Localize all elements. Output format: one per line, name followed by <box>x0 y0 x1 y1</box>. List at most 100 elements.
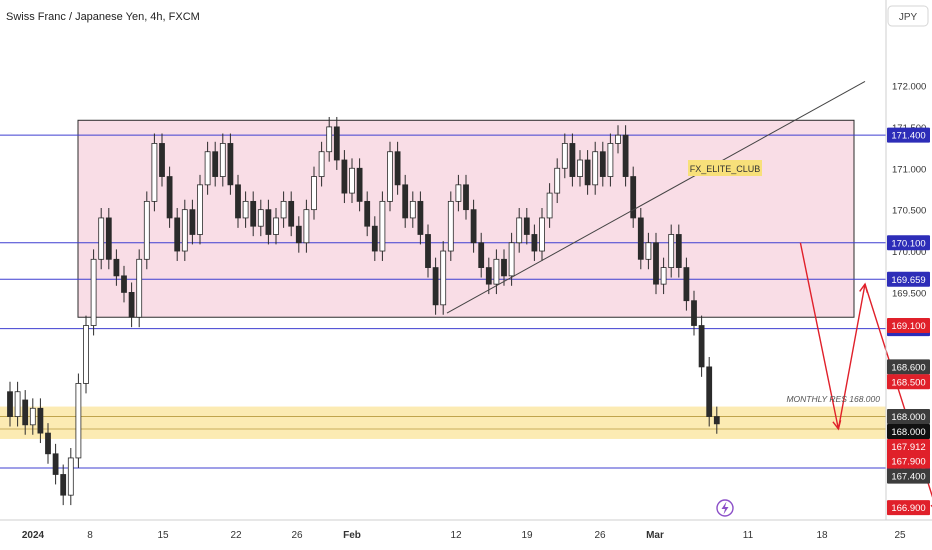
candle-body <box>37 407 44 434</box>
candle-body <box>90 258 97 326</box>
candle-body <box>379 200 386 252</box>
currency-button[interactable]: JPY <box>887 5 929 27</box>
x-axis: 2024 8 15 22 26 Feb 12 19 26 Mar 11 18 25 <box>22 530 906 541</box>
projection-layer <box>799 242 932 508</box>
candle-body <box>204 151 211 186</box>
projection-path <box>799 242 932 498</box>
x-tick-label: 25 <box>894 530 906 541</box>
candle-body <box>318 151 325 177</box>
candle-body <box>561 143 568 169</box>
candle-body <box>257 209 264 227</box>
price-badge-label: 166.900 <box>891 503 925 514</box>
candle-body <box>668 234 675 268</box>
candle-body <box>523 217 530 235</box>
level-badge <box>887 271 930 287</box>
currency-button-frame[interactable] <box>887 5 929 27</box>
y-tick-label: 172.000 <box>892 82 926 93</box>
price-badge-label: 167.912 <box>891 442 925 453</box>
candle-body <box>227 143 234 186</box>
candle-body <box>455 184 462 202</box>
projection-arrowhead <box>859 282 869 294</box>
candle-body <box>394 151 401 186</box>
candles-layer <box>7 116 720 506</box>
candle-body <box>402 184 409 219</box>
candle-body <box>75 383 82 459</box>
price-badge-label: 168.000 <box>891 412 925 423</box>
level-badge-label: 169.659 <box>891 275 925 286</box>
annotations-layer: FX_ELITE_CLUB MONTHLY RES 168.000 <box>688 160 880 404</box>
candle-body <box>622 134 629 177</box>
chart-title: Swiss Franc / Japanese Yen, 4h, FXCM <box>6 11 200 23</box>
candle-body <box>14 391 21 417</box>
candle-body <box>463 184 469 211</box>
price-badge <box>887 468 930 484</box>
trendline-layer <box>446 80 866 314</box>
y-tick-label: 170.500 <box>892 206 926 217</box>
currency-label[interactable]: JPY <box>899 12 918 23</box>
x-tick-label: 15 <box>157 530 169 541</box>
y-tick-label: 171.000 <box>892 164 926 175</box>
candle-body <box>280 200 287 219</box>
level-badge-label: 170.100 <box>891 238 925 249</box>
candle-body <box>440 250 447 306</box>
candle-body <box>485 267 492 285</box>
support-zone <box>0 406 886 439</box>
candle-body <box>706 366 713 417</box>
candle-body <box>212 151 219 177</box>
x-tick-label: 26 <box>291 530 303 541</box>
candle-body <box>569 143 576 177</box>
candle-body <box>121 275 127 293</box>
flash-icon[interactable] <box>721 501 729 515</box>
flash-button[interactable] <box>716 499 734 517</box>
candle-body <box>219 143 226 177</box>
candle-body <box>546 192 553 219</box>
candle-body <box>60 474 67 496</box>
candle-body <box>105 217 112 260</box>
x-tick-label: 11 <box>743 530 754 541</box>
candle-body <box>417 200 424 235</box>
x-tick-label: Feb <box>343 530 361 541</box>
candle-body <box>113 258 120 277</box>
candle-body <box>691 300 697 326</box>
candle-body <box>493 258 500 285</box>
price-badge-label: 168.000 <box>891 427 925 438</box>
candle-body <box>98 217 105 260</box>
candle-body <box>683 267 690 302</box>
candle-body <box>531 234 538 252</box>
watermark-label: FX_ELITE_CLUB <box>690 164 761 174</box>
x-tick-label: 8 <box>87 530 93 541</box>
candle-body <box>128 292 135 318</box>
y-tick-label: 170.000 <box>892 247 926 258</box>
candle-body <box>22 399 29 426</box>
candle-body <box>83 325 89 384</box>
x-tick-label: 18 <box>816 530 828 541</box>
candle-body <box>516 217 523 244</box>
candle-body <box>630 176 637 219</box>
candle-body <box>675 234 682 268</box>
price-badge-label: 167.900 <box>891 457 925 468</box>
candle-body <box>637 217 644 260</box>
candle-body <box>303 209 310 244</box>
x-tick-label: Mar <box>646 530 664 541</box>
candle-body <box>311 176 317 211</box>
candle-body <box>136 258 143 318</box>
candle-body <box>174 217 181 252</box>
x-tick-label: 19 <box>521 530 533 541</box>
x-tick-label: 26 <box>594 530 606 541</box>
candle-body <box>235 184 241 219</box>
candle-body <box>577 159 583 177</box>
x-tick-label: 2024 <box>22 530 45 541</box>
candle-body <box>265 209 272 235</box>
candle-body <box>273 217 279 235</box>
price-badge <box>887 500 930 516</box>
price-badge <box>887 374 930 390</box>
candle-body <box>349 167 355 194</box>
candle-body <box>607 143 614 177</box>
candle-body <box>295 225 302 244</box>
candle-body <box>333 126 340 161</box>
price-badges: 171.400170.100169.659169.063167.379169.1… <box>887 127 930 516</box>
price-badge <box>887 453 930 469</box>
candle-body <box>584 159 591 186</box>
candle-body <box>67 457 74 496</box>
